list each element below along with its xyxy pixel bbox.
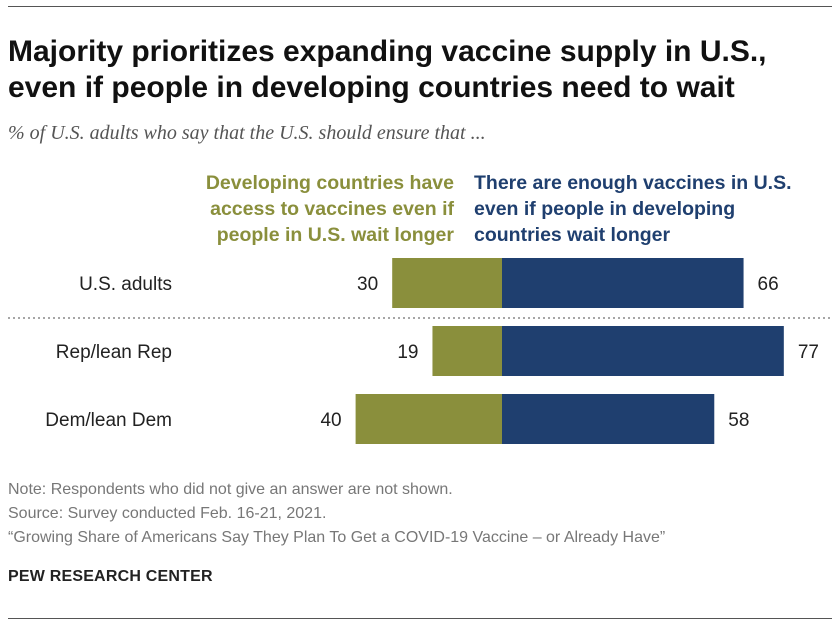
- category-label-rep-lean-rep: Rep/lean Rep: [56, 342, 172, 363]
- category-label-u-s-adults: U.S. adults: [79, 274, 172, 295]
- value-right-u-s-adults: 66: [758, 274, 779, 295]
- top-rule: [8, 6, 832, 7]
- legend-left-line-1: Developing countries have: [205, 172, 454, 194]
- note-text: Note: Respondents who did not give an an…: [8, 481, 453, 498]
- legend-right: There are enough vaccines in U.S. even i…: [474, 170, 834, 248]
- source-text: Source: Survey conducted Feb. 16-21, 202…: [8, 505, 327, 522]
- legend-left-line-2: access to vaccines even if: [210, 198, 454, 220]
- bar-right-rep-lean-rep: [502, 326, 784, 376]
- title-line-1: Majority prioritizes expanding vaccine s…: [8, 35, 767, 68]
- legend-right-line-3: countries wait longer: [474, 224, 671, 246]
- value-right-rep-lean-rep: 77: [798, 342, 819, 363]
- value-left-dem-lean-dem: 40: [320, 410, 341, 431]
- chart-title: Majority prioritizes expanding vaccine s…: [8, 34, 832, 106]
- notes-block: Note: Respondents who did not give an an…: [8, 478, 665, 550]
- value-left-u-s-adults: 30: [357, 274, 378, 295]
- value-right-dem-lean-dem: 58: [728, 410, 749, 431]
- report-text: “Growing Share of Americans Say They Pla…: [8, 529, 666, 546]
- org-name: PEW RESEARCH CENTER: [8, 568, 213, 585]
- bar-left-dem-lean-dem: [355, 394, 502, 444]
- legend-left: Developing countries have access to vacc…: [154, 170, 454, 248]
- chart-subtitle: % of U.S. adults who say that the U.S. s…: [8, 122, 486, 144]
- bar-left-rep-lean-rep: [432, 326, 502, 376]
- bar-left-u-s-adults: [392, 258, 502, 308]
- category-label-dem-lean-dem: Dem/lean Dem: [45, 410, 172, 431]
- legend-right-line-2: even if people in developing: [474, 198, 736, 220]
- legend-right-line-1: There are enough vaccines in U.S.: [474, 172, 792, 194]
- bottom-rule: [8, 618, 832, 619]
- value-left-rep-lean-rep: 19: [397, 342, 418, 363]
- legend-left-line-3: people in U.S. wait longer: [216, 224, 454, 246]
- bar-right-dem-lean-dem: [502, 394, 715, 444]
- diverging-bar-chart: U.S. adults 30 66 Rep/lean Rep 19 77 Dem/lean …: [8, 258, 832, 444]
- title-line-2: even if people in developing countries n…: [8, 71, 735, 104]
- bar-right-u-s-adults: [502, 258, 744, 308]
